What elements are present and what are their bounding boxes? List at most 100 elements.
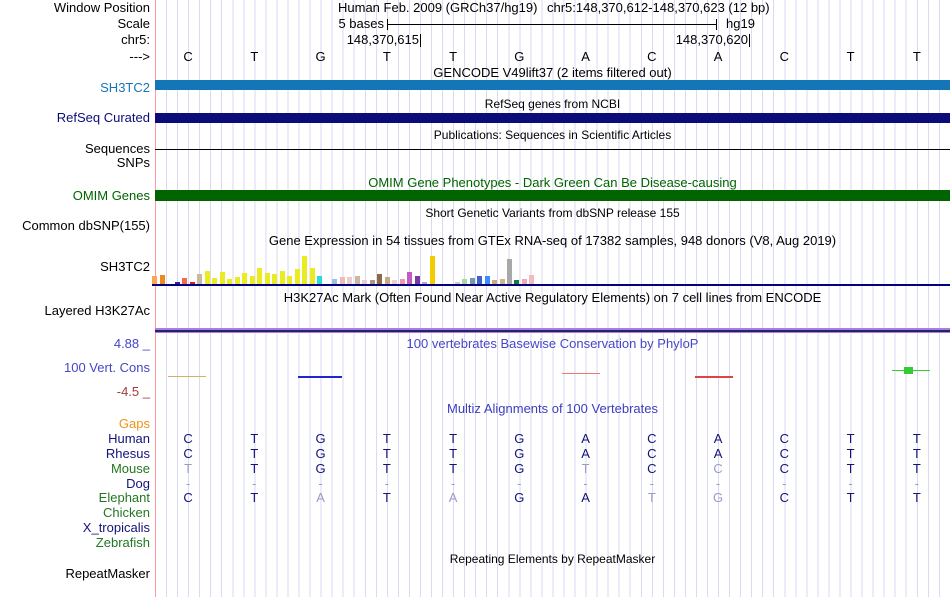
gtex-expression-bar[interactable]: [272, 274, 277, 284]
alignment-base: T: [250, 446, 259, 461]
species-label-gaps[interactable]: Gaps: [118, 416, 150, 431]
gtex-expression-bar[interactable]: [197, 274, 202, 284]
h3k27ac-track-label[interactable]: Layered H3K27Ac: [44, 303, 150, 318]
gtex-expression-bar[interactable]: [340, 277, 345, 284]
gtex-expression-bar[interactable]: [250, 276, 255, 284]
gtex-expression-bar[interactable]: [362, 280, 367, 284]
alignment-base: T: [846, 490, 855, 505]
gtex-expression-bar[interactable]: [415, 276, 420, 284]
species-label-x_tropicalis[interactable]: X_tropicalis: [82, 520, 150, 535]
gtex-gene-label[interactable]: SH3TC2: [100, 259, 150, 274]
gtex-expression-bar[interactable]: [455, 282, 460, 284]
gtex-expression-bar[interactable]: [295, 269, 300, 284]
gtex-expression-bar[interactable]: [242, 273, 247, 284]
alignment-base: -: [715, 476, 721, 491]
gtex-expression-bar[interactable]: [407, 272, 412, 284]
gtex-expression-bar[interactable]: [385, 277, 390, 284]
gtex-expression-bar[interactable]: [205, 271, 210, 284]
species-label-zebrafish[interactable]: Zebrafish: [95, 535, 150, 550]
coordinate-left: 148,370,615: [346, 32, 419, 47]
gtex-expression-bar[interactable]: [477, 276, 482, 284]
gtex-expression-bar[interactable]: [485, 276, 490, 284]
gtex-expression-bar[interactable]: [257, 268, 262, 284]
gtex-expression-bar[interactable]: [422, 282, 427, 284]
sequences-line[interactable]: [155, 149, 950, 150]
species-label-elephant[interactable]: Elephant: [98, 490, 150, 505]
ruler-base: T: [382, 49, 391, 64]
species-label-dog[interactable]: Dog: [126, 476, 150, 491]
dbsnp-track-title: Short Genetic Variants from dbSNP releas…: [425, 206, 680, 220]
species-label-rhesus[interactable]: Rhesus: [105, 446, 150, 461]
gencode-track-label[interactable]: SH3TC2: [100, 80, 150, 95]
gtex-expression-bar[interactable]: [470, 278, 475, 284]
gtex-expression-bar[interactable]: [227, 279, 232, 284]
snps-track-label[interactable]: SNPs: [116, 155, 150, 170]
gtex-expression-bar[interactable]: [190, 282, 195, 284]
gtex-expression-bar[interactable]: [355, 276, 360, 284]
gtex-expression-bar[interactable]: [332, 279, 337, 284]
gencode-gene-bar[interactable]: [155, 80, 950, 90]
species-label-human[interactable]: Human: [108, 431, 150, 446]
alignment-base: G: [514, 446, 525, 461]
gtex-expression-bar[interactable]: [287, 276, 292, 284]
gtex-expression-bar[interactable]: [462, 279, 467, 284]
alignment-base: -: [914, 476, 920, 491]
alignment-base: T: [382, 461, 391, 476]
gtex-expression-bar[interactable]: [235, 277, 240, 284]
alignment-base: C: [647, 431, 657, 446]
gtex-expression-bar[interactable]: [500, 279, 505, 284]
omim-track-label[interactable]: OMIM Genes: [72, 188, 150, 203]
alignment-base: A: [581, 446, 590, 461]
alignment-base: -: [782, 476, 787, 491]
sequences-track-label[interactable]: Sequences: [84, 141, 150, 156]
gtex-expression-bar[interactable]: [160, 275, 165, 284]
gtex-expression-bar[interactable]: [310, 268, 315, 284]
conservation-track-label[interactable]: 100 Vert. Cons: [64, 360, 150, 375]
alignment-base: T: [846, 461, 855, 476]
gtex-expression-bar[interactable]: [430, 256, 435, 284]
gtex-expression-bar[interactable]: [280, 271, 285, 284]
gtex-expression-bar[interactable]: [347, 277, 352, 284]
gtex-expression-bar[interactable]: [400, 279, 405, 284]
h3k27ac-signal-band[interactable]: [155, 328, 950, 333]
gtex-expression-bar[interactable]: [265, 273, 270, 284]
gtex-expression-bar[interactable]: [317, 276, 322, 284]
gtex-expression-bar[interactable]: [492, 280, 497, 284]
gtex-expression-bar[interactable]: [302, 256, 307, 284]
alignment-base: -: [848, 476, 853, 491]
gtex-expression-bar[interactable]: [507, 259, 512, 284]
alignment-base: -: [450, 476, 456, 491]
gtex-expression-bar[interactable]: [529, 275, 534, 284]
gtex-expression-bar[interactable]: [220, 272, 225, 284]
ruler-base: T: [449, 49, 458, 64]
alignment-base: T: [250, 431, 259, 446]
omim-gene-bar[interactable]: [155, 190, 950, 201]
gtex-expression-bar[interactable]: [212, 278, 217, 284]
repeatmasker-track-title: Repeating Elements by RepeatMasker: [449, 552, 656, 566]
gtex-expression-bar[interactable]: [175, 282, 180, 284]
species-label-mouse[interactable]: Mouse: [110, 461, 150, 476]
alignment-base: T: [250, 490, 259, 505]
dbsnp-track-label[interactable]: Common dbSNP(155): [22, 218, 150, 233]
gtex-expression-bar[interactable]: [182, 278, 187, 284]
species-label-chicken[interactable]: Chicken: [103, 505, 150, 520]
gtex-expression-bar[interactable]: [370, 280, 375, 284]
gtex-expression-bar[interactable]: [377, 274, 382, 284]
alignment-base: G: [315, 446, 326, 461]
refseq-gene-bar[interactable]: [155, 113, 950, 123]
refseq-track-label[interactable]: RefSeq Curated: [56, 110, 150, 125]
gtex-baseline[interactable]: [152, 284, 950, 286]
alignment-base: T: [382, 490, 391, 505]
gtex-expression-bar[interactable]: [152, 276, 157, 284]
alignment-base: -: [318, 476, 323, 491]
gtex-expression-bar[interactable]: [514, 280, 519, 284]
gtex-expression-bar[interactable]: [522, 279, 527, 284]
alignment-base: C: [647, 446, 657, 461]
assembly-text: Human Feb. 2009 (GRCh37/hg19): [338, 0, 538, 15]
position-text: chr5:148,370,612-148,370,623 (12 bp): [547, 0, 770, 15]
gtex-expression-bar[interactable]: [392, 280, 397, 284]
repeatmasker-track-label[interactable]: RepeatMasker: [65, 566, 150, 581]
alignment-base: -: [185, 476, 191, 491]
ruler-base: T: [250, 49, 259, 64]
base-position-gridlines: [155, 0, 950, 597]
